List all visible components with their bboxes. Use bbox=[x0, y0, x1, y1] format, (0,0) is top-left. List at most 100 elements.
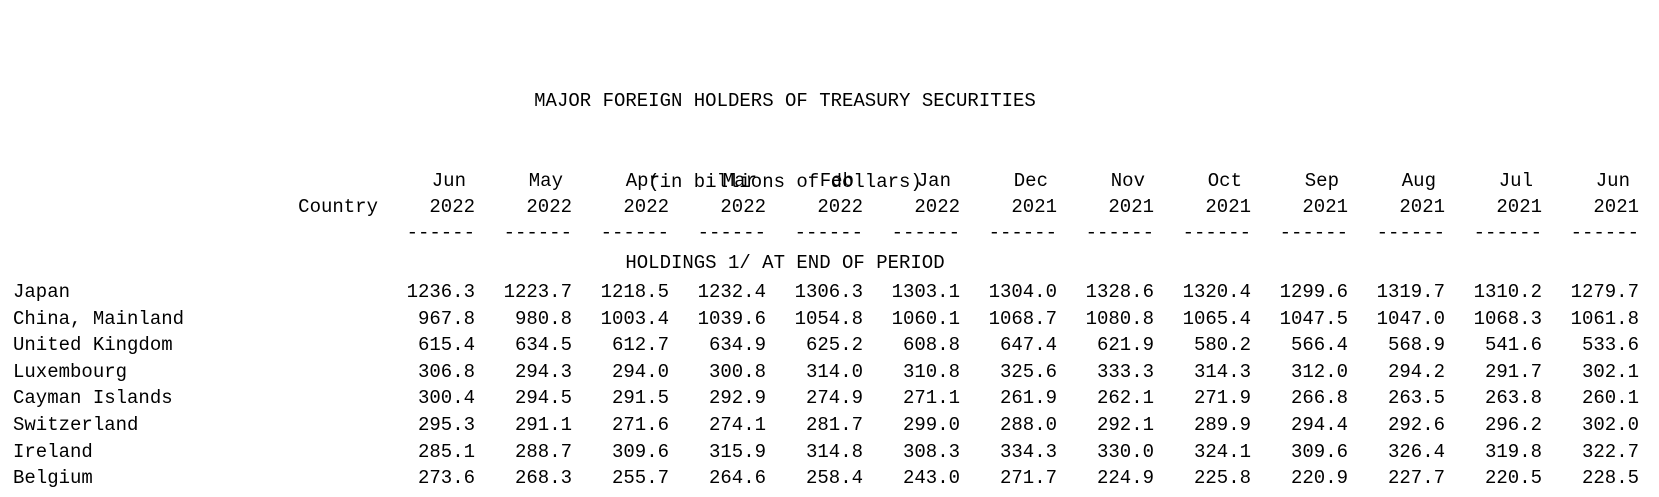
table-row: Cayman Islands 300.4 294.5 291.5 292.9 274.9 2… bbox=[13, 385, 1639, 412]
document-subtitle-units: (in billions of dollars) bbox=[648, 171, 922, 193]
holdings-value: 294.0 bbox=[611, 360, 669, 383]
column-year-label: 2021 bbox=[1593, 196, 1639, 218]
holdings-value: 1061.8 bbox=[1570, 307, 1639, 330]
country-name: Switzerland bbox=[13, 413, 139, 436]
holdings-value: 310.8 bbox=[902, 360, 960, 383]
holdings-value: 1039.6 bbox=[697, 307, 766, 330]
column-underline: ------ bbox=[794, 222, 863, 244]
column-year-label: 2022 bbox=[429, 196, 475, 218]
column-month-label: Feb bbox=[819, 170, 854, 192]
holdings-value: 634.9 bbox=[708, 334, 766, 357]
holdings-value: 634.5 bbox=[514, 334, 572, 357]
holdings-value: 273.6 bbox=[417, 467, 475, 490]
holdings-value: 1047.5 bbox=[1279, 307, 1348, 330]
month-header-cell: Sep 2021 ------ bbox=[1251, 168, 1348, 246]
column-month-label: Mar bbox=[722, 170, 757, 192]
column-month-label: Aug bbox=[1401, 170, 1436, 192]
holdings-value: 281.7 bbox=[805, 413, 863, 436]
holdings-value: 291.1 bbox=[514, 413, 572, 436]
column-year-label: 2021 bbox=[1399, 196, 1445, 218]
country-name: United Kingdom bbox=[13, 334, 173, 357]
holdings-value: 980.8 bbox=[514, 307, 572, 330]
month-header-cell: Mar 2022 ------ bbox=[669, 168, 766, 246]
holdings-value: 1060.1 bbox=[891, 307, 960, 330]
holdings-value: 274.1 bbox=[708, 413, 766, 436]
holdings-value: 333.3 bbox=[1096, 360, 1154, 383]
holdings-value: 1218.5 bbox=[600, 281, 669, 303]
country-name: Belgium bbox=[13, 467, 93, 490]
holdings-value: 967.8 bbox=[417, 307, 475, 330]
country-name: Luxembourg bbox=[13, 360, 128, 383]
holdings-value: 291.7 bbox=[1484, 360, 1542, 383]
holdings-value: 568.9 bbox=[1387, 334, 1445, 357]
holdings-value: 294.5 bbox=[514, 387, 572, 410]
country-column-header: Country bbox=[298, 196, 378, 218]
holdings-value: 263.5 bbox=[1387, 387, 1445, 410]
column-underline: ------ bbox=[891, 222, 960, 244]
column-month-label: Jun bbox=[431, 170, 466, 192]
column-underline: ------ bbox=[1182, 222, 1251, 244]
holdings-value: 314.0 bbox=[805, 360, 863, 383]
holdings-table: Country Jun 2022 ------ May 2022 ------ Apr 202… bbox=[13, 168, 1639, 492]
column-year-label: 2021 bbox=[1108, 196, 1154, 218]
holdings-value: 1279.7 bbox=[1570, 281, 1639, 303]
country-name: Cayman Islands bbox=[13, 387, 173, 410]
column-underline: ------ bbox=[1570, 222, 1639, 244]
holdings-value: 289.9 bbox=[1193, 413, 1251, 436]
month-header-cell: Feb 2022 ------ bbox=[766, 168, 863, 246]
holdings-value: 1232.4 bbox=[697, 281, 766, 303]
holdings-value: 1310.2 bbox=[1473, 281, 1542, 303]
holdings-value: 615.4 bbox=[417, 334, 475, 357]
country-name: China, Mainland bbox=[13, 307, 185, 330]
holdings-value: 1223.7 bbox=[503, 281, 572, 303]
holdings-value: 1068.3 bbox=[1473, 307, 1542, 330]
holdings-value: 261.9 bbox=[999, 387, 1057, 410]
holdings-value: 647.4 bbox=[999, 334, 1057, 357]
holdings-value: 294.2 bbox=[1387, 360, 1445, 383]
document-title-block: MAJOR FOREIGN HOLDERS OF TREASURY SECURI… bbox=[0, 34, 1570, 331]
column-month-label: May bbox=[528, 170, 563, 192]
column-underline: ------ bbox=[1376, 222, 1445, 244]
holdings-value: 288.0 bbox=[999, 413, 1057, 436]
month-header-cell: Jun 2022 ------ bbox=[378, 168, 475, 246]
holdings-value: 322.7 bbox=[1581, 440, 1639, 463]
column-underline: ------ bbox=[1473, 222, 1542, 244]
table-row: Japan 1236.3 1223.7 1218.5 1232.4 1306.3 1303.… bbox=[13, 279, 1639, 306]
holdings-value: 566.4 bbox=[1290, 334, 1348, 357]
holdings-value: 271.1 bbox=[902, 387, 960, 410]
holdings-value: 1054.8 bbox=[794, 307, 863, 330]
table-row: Luxembourg 306.8 294.3 294.0 300.8 314.0 310.8… bbox=[13, 359, 1639, 386]
column-month-label: Jun bbox=[1595, 170, 1630, 192]
table-row: Belgium 273.6 268.3 255.7 264.6 258.4 243.0 271… bbox=[13, 465, 1639, 492]
holdings-value: 302.0 bbox=[1581, 413, 1639, 436]
holdings-value: 294.4 bbox=[1290, 413, 1348, 436]
holdings-value: 292.9 bbox=[708, 387, 766, 410]
holdings-value: 580.2 bbox=[1193, 334, 1251, 357]
document-title: MAJOR FOREIGN HOLDERS OF TREASURY SECURI… bbox=[534, 90, 1036, 112]
spacer-row bbox=[13, 246, 1639, 279]
holdings-value: 271.9 bbox=[1193, 387, 1251, 410]
holdings-value: 621.9 bbox=[1096, 334, 1154, 357]
holdings-value: 326.4 bbox=[1387, 440, 1445, 463]
holdings-value: 315.9 bbox=[708, 440, 766, 463]
holdings-value: 220.5 bbox=[1484, 467, 1542, 490]
holdings-value: 1299.6 bbox=[1279, 281, 1348, 303]
country-header-cell: Country bbox=[13, 168, 378, 246]
holdings-value: 325.6 bbox=[999, 360, 1057, 383]
column-underline: ------ bbox=[600, 222, 669, 244]
table-row: China, Mainland 967.8 980.8 1003.4 1039.6 105… bbox=[13, 306, 1639, 333]
column-underline: ------ bbox=[406, 222, 475, 244]
holdings-value: 330.0 bbox=[1096, 440, 1154, 463]
holdings-value: 308.3 bbox=[902, 440, 960, 463]
holdings-value: 1304.0 bbox=[988, 281, 1057, 303]
holdings-value: 224.9 bbox=[1096, 467, 1154, 490]
holdings-value: 299.0 bbox=[902, 413, 960, 436]
table-row: United Kingdom 615.4 634.5 612.7 634.9 625.2 6… bbox=[13, 332, 1639, 359]
month-header-cell: Jan 2022 ------ bbox=[863, 168, 960, 246]
holdings-value: 227.7 bbox=[1387, 467, 1445, 490]
header-blank-line bbox=[13, 168, 378, 194]
column-year-label: 2021 bbox=[1496, 196, 1542, 218]
holdings-value: 1080.8 bbox=[1085, 307, 1154, 330]
holdings-value: 292.6 bbox=[1387, 413, 1445, 436]
